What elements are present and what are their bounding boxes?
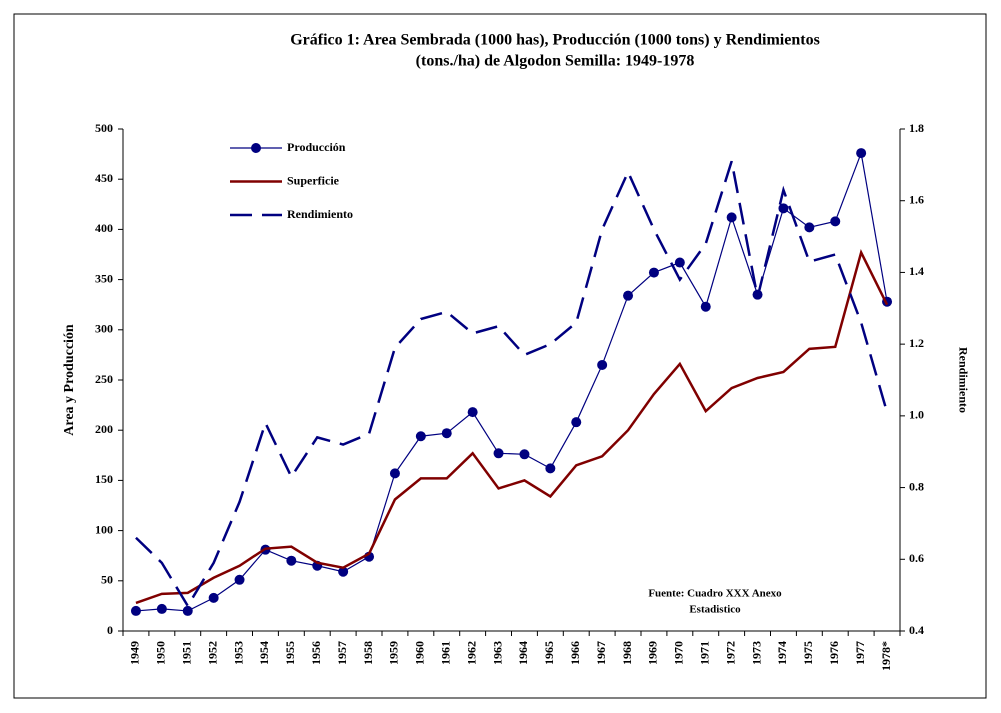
point: [467, 407, 478, 418]
point: [441, 428, 452, 439]
y-tick-label: 300: [95, 322, 113, 336]
x-tick-label: 1961: [439, 641, 453, 665]
point: [286, 555, 297, 566]
x-tick-label: 1977: [853, 641, 867, 665]
chart-title: (tons./ha) de Algodon Semilla: 1949-1978: [416, 53, 695, 70]
x-tick-label: 1957: [335, 641, 349, 665]
x-tick-label: 1978*: [879, 641, 893, 671]
x-tick-label: 1969: [646, 641, 660, 665]
point: [493, 448, 504, 459]
point: [338, 566, 349, 577]
point: [778, 203, 789, 214]
x-tick-label: 1950: [154, 641, 168, 665]
x-tick-label: 1975: [801, 641, 815, 665]
x-tick-label: 1967: [594, 641, 608, 665]
y-tick-label: 0: [107, 623, 113, 637]
point: [389, 468, 400, 479]
x-tick-label: 1970: [672, 641, 686, 665]
point: [415, 431, 426, 442]
point: [674, 257, 685, 268]
y2-tick-label: 0.4: [909, 623, 924, 637]
point: [545, 463, 556, 474]
x-tick-label: 1974: [775, 641, 789, 665]
series-line: [135, 248, 889, 605]
x-tick-label: 1951: [180, 641, 194, 665]
y-tick-label: 500: [95, 121, 113, 135]
x-tick-label: 1972: [723, 641, 737, 665]
series-line: [135, 150, 888, 612]
point: [234, 574, 245, 585]
point: [726, 212, 737, 223]
x-tick-label: 1966: [568, 641, 582, 665]
point: [700, 301, 711, 312]
x-tick-label: 1956: [309, 641, 323, 665]
point: [156, 603, 167, 614]
y2-tick-label: 1.4: [909, 264, 924, 278]
y-tick-label: 200: [95, 422, 113, 436]
point: [130, 605, 141, 616]
point: [623, 290, 634, 301]
x-tick-label: 1959: [387, 641, 401, 665]
x-tick-label: 1952: [205, 641, 219, 665]
point: [519, 449, 530, 460]
x-tick-label: 1953: [231, 641, 245, 665]
legend-label: Rendimiento: [287, 207, 353, 221]
y-tick-label: 250: [95, 372, 113, 386]
y-axis-label: Area y Producción: [62, 324, 77, 436]
legend-label: Superficie: [287, 173, 340, 187]
y2-tick-label: 1.2: [909, 336, 924, 350]
annotation: Estadistico: [689, 604, 741, 616]
x-tick-label: 1949: [128, 641, 142, 665]
point: [571, 417, 582, 428]
y-tick-label: 100: [95, 522, 113, 536]
x-tick-label: 1954: [257, 641, 271, 665]
point: [597, 359, 608, 370]
y-tick-label: 400: [95, 221, 113, 235]
x-tick-label: 1965: [542, 641, 556, 665]
x-tick-label: 1960: [413, 641, 427, 665]
series-line: [135, 160, 889, 609]
x-tick-label: 1963: [490, 641, 504, 665]
legend-marker: [251, 143, 261, 153]
y-tick-label: 350: [95, 271, 113, 285]
y2-tick-label: 1.6: [909, 192, 924, 206]
point: [208, 592, 219, 603]
y-tick-label: 450: [95, 171, 113, 185]
x-tick-label: 1973: [749, 641, 763, 665]
y2-tick-label: 1.0: [909, 408, 924, 422]
x-tick-label: 1962: [464, 641, 478, 665]
y2-tick-label: 1.8: [909, 121, 924, 135]
chart-frame: [13, 13, 987, 699]
y2-tick-label: 0.6: [909, 551, 924, 565]
x-tick-label: 1958: [361, 641, 375, 665]
x-tick-label: 1955: [283, 641, 297, 665]
x-tick-label: 1976: [827, 641, 841, 665]
point: [830, 216, 841, 227]
x-tick-label: 1971: [698, 641, 712, 665]
y2-tick-label: 0.8: [909, 479, 924, 493]
point: [804, 222, 815, 233]
y-tick-label: 50: [101, 573, 113, 587]
legend-label: Producción: [287, 140, 346, 154]
point: [856, 148, 867, 159]
point: [648, 267, 659, 278]
point: [182, 605, 193, 616]
chart-title: Gráfico 1: Area Sembrada (1000 has), Pro…: [290, 32, 820, 49]
x-tick-label: 1968: [620, 641, 634, 665]
y-tick-label: 150: [95, 472, 113, 486]
y2-axis-label: Rendimiento: [956, 347, 970, 413]
x-tick-label: 1964: [516, 641, 530, 665]
annotation: Fuente: Cuadro XXX Anexo: [648, 588, 782, 600]
